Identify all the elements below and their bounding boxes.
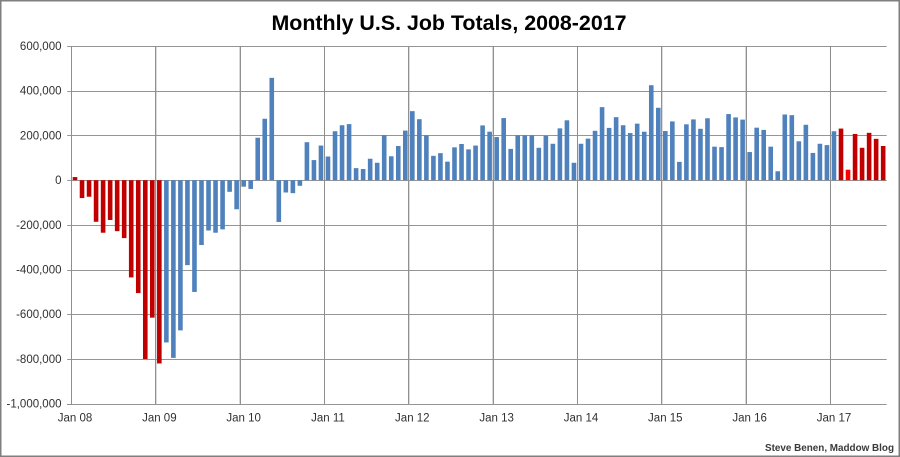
svg-text:Jan 16: Jan 16 (732, 413, 767, 425)
svg-text:Jan 17: Jan 17 (817, 413, 852, 425)
svg-text:-800,000: -800,000 (16, 354, 61, 366)
svg-text:-400,000: -400,000 (16, 265, 61, 277)
svg-text:0: 0 (55, 175, 61, 187)
svg-text:200,000: 200,000 (20, 130, 62, 142)
svg-text:400,000: 400,000 (20, 86, 62, 98)
svg-text:-600,000: -600,000 (16, 309, 61, 321)
svg-text:Jan 11: Jan 11 (311, 413, 345, 425)
svg-text:Jan 13: Jan 13 (479, 413, 514, 425)
svg-text:Jan 15: Jan 15 (648, 413, 683, 425)
svg-text:-1,000,000: -1,000,000 (7, 399, 62, 411)
svg-text:Monthly U.S. Job Totals, 2008-: Monthly U.S. Job Totals, 2008-2017 (271, 11, 626, 35)
svg-text:Jan 14: Jan 14 (564, 413, 599, 425)
svg-text:600,000: 600,000 (20, 41, 62, 53)
svg-text:-200,000: -200,000 (16, 220, 61, 232)
svg-text:Jan 08: Jan 08 (58, 413, 93, 425)
svg-text:Steve Benen, Maddow Blog: Steve Benen, Maddow Blog (765, 443, 894, 454)
svg-text:Jan 12: Jan 12 (395, 413, 430, 425)
svg-text:Jan 09: Jan 09 (142, 413, 177, 425)
svg-text:Jan 10: Jan 10 (226, 413, 261, 425)
